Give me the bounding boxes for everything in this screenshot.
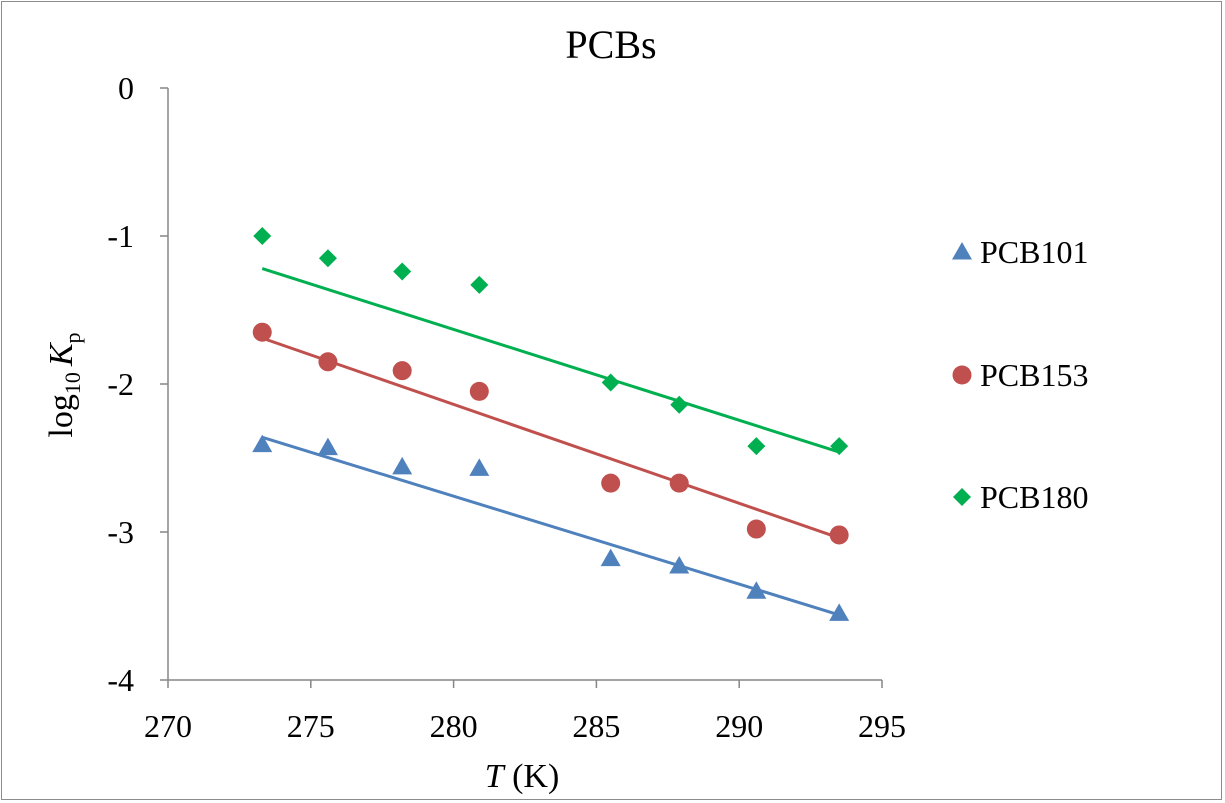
legend-label-pcb101: PCB101 (980, 234, 1088, 270)
x-tick-label: 280 (430, 708, 478, 744)
legend-label-pcb180: PCB180 (980, 479, 1088, 515)
point-pcb101 (392, 456, 413, 475)
y-tick-label: -1 (107, 218, 134, 254)
legend: PCB101 PCB153 PCB180 (952, 234, 1088, 515)
x-tick-label: 290 (715, 708, 763, 744)
y-tick-label: -3 (107, 514, 134, 550)
point-pcb153 (829, 525, 849, 545)
y-tick-label: -4 (107, 662, 134, 698)
y-axis-title: log10Kp (43, 332, 85, 437)
legend-marker-pcb101 (952, 242, 972, 260)
trendlines (261, 267, 840, 617)
point-pcb101 (600, 548, 621, 567)
point-pcb180 (670, 395, 689, 414)
legend-marker-pcb153 (952, 365, 972, 385)
trendline-pcb180 (261, 267, 840, 454)
trendline-pcb153 (261, 336, 840, 540)
point-pcb101 (829, 603, 850, 621)
x-tick-label: 295 (858, 708, 906, 744)
point-pcb180 (830, 437, 849, 456)
y-tick-label: -2 (107, 366, 134, 402)
point-pcb101 (317, 437, 338, 456)
chart-title: PCBs (565, 22, 656, 67)
data-points (252, 227, 850, 621)
trendline-pcb101 (261, 435, 840, 617)
legend-label-pcb153: PCB153 (980, 357, 1088, 393)
point-pcb101 (252, 434, 273, 453)
x-tick-label: 270 (144, 708, 192, 744)
point-pcb101 (469, 458, 490, 476)
point-pcb101 (669, 556, 690, 574)
point-pcb153 (746, 519, 766, 539)
x-tick-label: 275 (287, 708, 335, 744)
point-pcb180 (253, 227, 272, 245)
point-pcb101 (746, 581, 767, 599)
point-pcb153 (669, 473, 689, 493)
point-pcb153 (601, 473, 621, 493)
x-axis-title: T (K) (485, 758, 560, 795)
point-pcb153 (469, 381, 489, 401)
point-pcb153 (392, 361, 412, 381)
point-pcb180 (393, 262, 412, 281)
y-ticks: 0 -1 -2 -3 -4 (107, 70, 168, 698)
point-pcb180 (470, 275, 489, 294)
point-pcb180 (601, 373, 620, 392)
point-pcb180 (747, 437, 766, 456)
y-tick-label: 0 (118, 70, 134, 106)
point-pcb153 (252, 322, 272, 342)
x-ticks: 270 275 280 285 290 295 (144, 680, 906, 744)
point-pcb153 (318, 352, 338, 372)
point-pcb180 (318, 249, 337, 268)
legend-marker-pcb180 (953, 488, 971, 506)
x-tick-label: 285 (572, 708, 620, 744)
